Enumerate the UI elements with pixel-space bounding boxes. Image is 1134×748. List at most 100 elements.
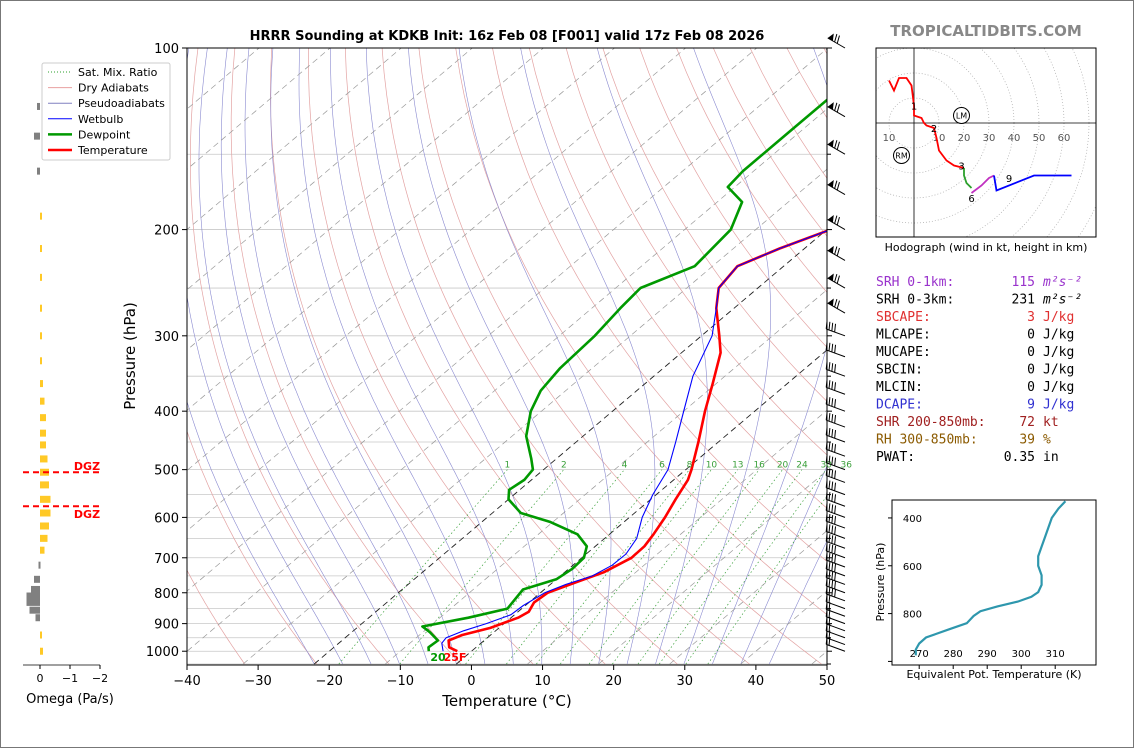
wind-barb-flag [836, 247, 840, 257]
wind-barb-flag [825, 361, 828, 370]
hodograph-height-label: 9 [1006, 174, 1012, 185]
wind-barb-flag [828, 637, 831, 646]
omega-bar [40, 522, 49, 530]
index-label: MUCAPE: [876, 345, 931, 360]
wind-barb-pennant [827, 33, 834, 41]
wind-barb-flag [825, 454, 828, 463]
omega-bar [37, 102, 40, 110]
wind-barb-flag [834, 536, 837, 545]
wind-barb-flag [834, 382, 837, 391]
wind-barb-flag [831, 493, 834, 502]
wind-barb-flag [825, 341, 828, 350]
wind-barb-flag [831, 587, 834, 597]
wind-barb-flag [831, 579, 834, 589]
theta-e-x-tick-label: 270 [910, 649, 929, 660]
surface-dewpoint-label: 20 [430, 651, 446, 664]
legend-label: Dry Adiabats [78, 82, 149, 95]
hodograph-trace [963, 168, 973, 189]
wind-barb-flag [834, 273, 838, 283]
wind-barb-flag [831, 525, 834, 534]
wind-barb-flag [834, 482, 837, 491]
index-unit: m²s⁻² [1042, 275, 1082, 290]
dry-adiabat [639, 48, 827, 348]
wind-barb-staff [826, 349, 846, 358]
wind-barb-staff [826, 540, 846, 549]
omega-bar [40, 414, 46, 422]
wind-barb-flag [834, 505, 837, 514]
wind-barb-flag [831, 343, 834, 353]
wind-barb [825, 533, 846, 549]
wind-barb-flag [831, 398, 834, 407]
wind-barb-flag [836, 217, 840, 226]
wind-barb [827, 245, 846, 261]
wind-barb-flag [834, 494, 837, 503]
wind-barb-flag [825, 512, 828, 522]
index-label: MLCIN: [876, 380, 923, 395]
wind-barb-flag [831, 456, 834, 465]
wind-barb-flag [834, 246, 838, 255]
dry-adiabat [187, 430, 318, 665]
hodograph-frame [875, 47, 1097, 238]
hodograph-height-label: 2 [931, 124, 937, 135]
wind-barb-flag [828, 442, 831, 451]
wind-barb-pennant [827, 273, 834, 282]
hodograph-height-label: 3 [958, 162, 964, 173]
isotherm [187, 48, 615, 411]
wind-barb-flag [828, 609, 831, 618]
x-tick-label: −30 [244, 674, 271, 689]
wind-barb-flag [834, 444, 837, 453]
wind-barb-flag [834, 554, 837, 564]
wind-barb-flag [825, 411, 828, 421]
index-label: PWAT: [876, 450, 915, 465]
wind-barb-flag [825, 601, 828, 610]
wind-barb-flag [825, 523, 828, 532]
omega-bar [40, 534, 48, 542]
mixing-ratio-label: 1 [504, 461, 510, 471]
wind-barb-flag [836, 104, 840, 113]
sounding-indices: SRH 0-1km: 115 m²s⁻² SRH 0-3km: 231 m²s⁻² SBCA… [876, 275, 1082, 465]
wind-barb-flag [828, 543, 831, 553]
index-unit: J/kg [1043, 398, 1074, 413]
wind-barb-flag [825, 622, 828, 631]
wind-barb-flag [828, 468, 831, 477]
hodograph-trace [993, 174, 1072, 192]
hodograph-ring-label: 60 [1058, 133, 1071, 144]
wind-barb-staff [826, 531, 846, 539]
pseudoadiabat [198, 48, 372, 665]
wind-barb [827, 298, 846, 314]
wind-barb-flag [828, 480, 831, 489]
legend-items: Sat. Mix. Ratio Dry Adiabats Pseudoadiabat… [48, 66, 165, 157]
wind-barb [825, 636, 846, 652]
index-value: 115 [1012, 275, 1035, 290]
wind-barb-flag [825, 379, 828, 388]
wind-barb-flag [834, 415, 837, 424]
wind-barb-staff [826, 448, 846, 457]
wind-barb-flag [834, 430, 837, 439]
pseudoadiabat [298, 48, 486, 665]
mixing-ratio-label: 8 [687, 461, 693, 471]
wind-barb-flag [825, 593, 828, 602]
mixing-ratio-label: 10 [706, 461, 718, 471]
isotherm [187, 48, 544, 351]
theta-e-line [914, 500, 1067, 656]
wind-barb [825, 502, 846, 518]
wind-barb-flag [828, 570, 831, 579]
dry-adiabat [381, 48, 750, 665]
omega-bar [40, 647, 43, 655]
wind-barb-flag [831, 428, 834, 438]
pseudoadiabat [366, 48, 543, 665]
y-tick-label: 200 [154, 224, 179, 239]
x-tick-label: 10 [534, 674, 551, 689]
wind-barb [825, 426, 846, 443]
mixing-ratio-line [588, 469, 739, 665]
wind-barb-flag [831, 414, 834, 423]
legend-box [41, 62, 171, 161]
wind-barb [825, 320, 846, 337]
wind-barb-flag [834, 140, 838, 149]
wind-barb-flag [834, 580, 837, 590]
wind-barb-flag [828, 561, 831, 571]
isotherm [187, 48, 827, 592]
pseudoadiabat [220, 48, 400, 665]
wind-barb-staff [826, 328, 846, 337]
x-tick-label: −20 [316, 674, 343, 689]
